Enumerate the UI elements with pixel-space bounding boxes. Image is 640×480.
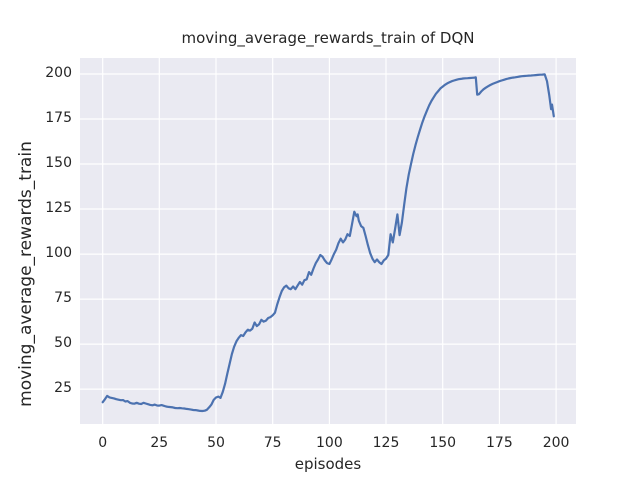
reward-line	[101, 73, 555, 413]
x-tick-label: 100	[316, 435, 343, 451]
x-tick-label: 75	[263, 435, 282, 451]
x-axis-label: episodes	[294, 455, 362, 473]
y-tick-label: 50	[54, 335, 72, 352]
x-tick-label: 50	[207, 435, 225, 451]
y-tick-label: 25	[54, 380, 72, 397]
y-tick-label: 175	[45, 110, 72, 126]
y-tick-label: 125	[45, 200, 72, 216]
x-tick-label: 150	[429, 435, 457, 451]
x-tick-label: 200	[542, 435, 570, 451]
x-tick-label: 25	[150, 435, 169, 451]
y-tick-label: 150	[45, 155, 72, 171]
y-tick-label: 75	[54, 290, 72, 307]
x-tick-label: 0	[98, 435, 108, 451]
y-tick-label: 100	[45, 245, 72, 262]
y-tick-label: 200	[45, 65, 72, 81]
y-axis-label: moving_average_rewards_train	[16, 141, 36, 407]
x-tick-label: 125	[372, 435, 400, 451]
x-tick-label: 175	[486, 435, 513, 451]
chart-title: moving_average_rewards_train of DQN	[181, 29, 475, 47]
plot-background	[80, 58, 576, 424]
